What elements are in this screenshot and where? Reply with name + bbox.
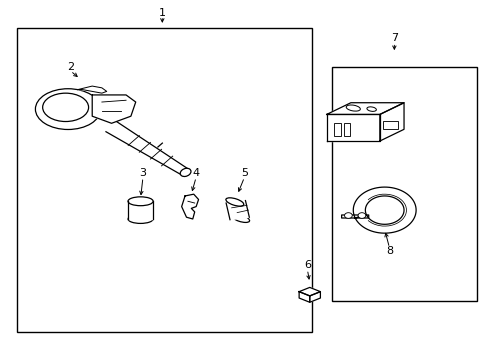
- Text: 3: 3: [139, 168, 146, 178]
- Text: 6: 6: [303, 260, 310, 270]
- Text: 2: 2: [67, 62, 74, 72]
- Polygon shape: [92, 95, 136, 123]
- Polygon shape: [354, 215, 368, 218]
- Polygon shape: [309, 292, 320, 302]
- Ellipse shape: [225, 198, 244, 206]
- Bar: [343, 123, 350, 136]
- Circle shape: [344, 213, 351, 219]
- Bar: [333, 123, 340, 136]
- Ellipse shape: [128, 197, 153, 206]
- Polygon shape: [225, 201, 249, 220]
- Ellipse shape: [366, 107, 376, 111]
- Ellipse shape: [346, 105, 360, 111]
- Polygon shape: [299, 292, 309, 302]
- Ellipse shape: [180, 168, 191, 176]
- Text: 5: 5: [241, 168, 247, 178]
- Polygon shape: [326, 103, 403, 114]
- Ellipse shape: [231, 214, 249, 222]
- Polygon shape: [341, 215, 366, 218]
- Bar: [331, 67, 476, 301]
- Ellipse shape: [35, 89, 101, 130]
- Ellipse shape: [128, 215, 153, 224]
- Text: 4: 4: [192, 168, 199, 178]
- Polygon shape: [379, 103, 403, 141]
- Polygon shape: [299, 287, 320, 296]
- Text: 8: 8: [385, 246, 392, 256]
- Text: 1: 1: [159, 8, 165, 18]
- Bar: [383, 121, 397, 129]
- Polygon shape: [106, 122, 188, 175]
- Text: 7: 7: [390, 33, 397, 43]
- Bar: [17, 28, 311, 332]
- Polygon shape: [128, 201, 153, 219]
- Ellipse shape: [42, 93, 88, 122]
- Polygon shape: [326, 114, 379, 141]
- Polygon shape: [181, 194, 198, 219]
- Circle shape: [357, 213, 365, 219]
- Polygon shape: [352, 187, 415, 233]
- Polygon shape: [78, 86, 106, 93]
